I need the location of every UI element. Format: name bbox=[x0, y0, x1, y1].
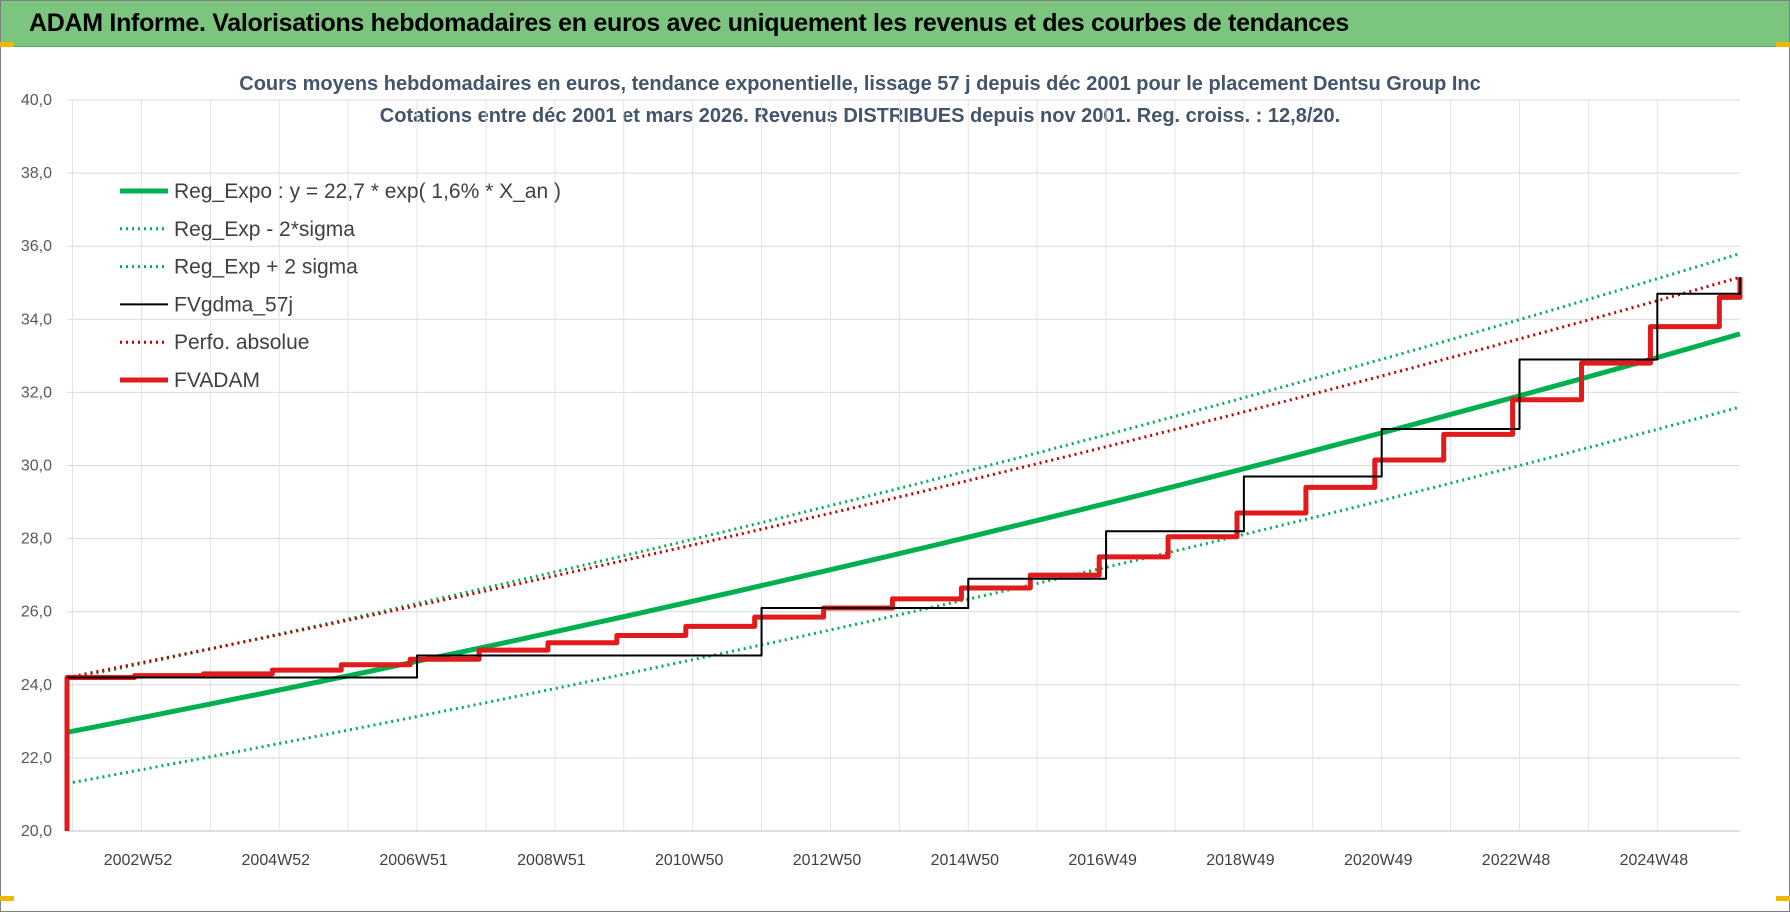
legend-label: Perfo. absolue bbox=[174, 331, 309, 354]
series-fvadam-line bbox=[64, 277, 1743, 831]
report-banner: ADAM Informe. Valorisations hebdomadaire… bbox=[1, 1, 1789, 47]
series-fvgdma-57j-line bbox=[67, 277, 1741, 679]
y-tick-label: 40,0 bbox=[21, 92, 52, 109]
y-tick-label: 22,0 bbox=[21, 750, 52, 767]
chart-legend: Reg_Expo : y = 22,7 * exp( 1,6% * X_an )… bbox=[120, 180, 561, 392]
series-reg-expo-line bbox=[66, 331, 1741, 735]
y-tick-label: 32,0 bbox=[21, 384, 52, 401]
x-tick-label: 2020W49 bbox=[1344, 852, 1413, 869]
x-tick-label: 2012W50 bbox=[793, 852, 862, 869]
resize-handle-bottom-left[interactable] bbox=[0, 896, 14, 901]
x-tick-label: 2004W52 bbox=[242, 852, 311, 869]
chart-title: Cours moyens hebdomadaires en euros, ten… bbox=[239, 73, 1481, 95]
legend-label: Reg_Exp - 2*sigma bbox=[174, 218, 355, 241]
x-tick-label: 2022W48 bbox=[1482, 852, 1551, 869]
y-tick-label: 34,0 bbox=[21, 311, 52, 328]
y-tick-label: 28,0 bbox=[21, 531, 52, 548]
legend-label: Reg_Expo : y = 22,7 * exp( 1,6% * X_an ) bbox=[174, 180, 561, 203]
y-tick-label: 20,0 bbox=[21, 823, 52, 840]
x-tick-label: 2010W50 bbox=[655, 852, 724, 869]
series-reg-exp-plus-2-sigma-line bbox=[66, 252, 1741, 681]
legend-label: Reg_Exp + 2 sigma bbox=[174, 256, 358, 279]
x-tick-label: 2002W52 bbox=[104, 852, 173, 869]
y-tick-label: 30,0 bbox=[21, 458, 52, 475]
x-tick-label: 2016W49 bbox=[1068, 852, 1137, 869]
legend-label: FVgdma_57j bbox=[174, 293, 293, 316]
series-perfo-absolue-line bbox=[66, 275, 1741, 679]
x-tick-label: 2018W49 bbox=[1206, 852, 1275, 869]
x-tick-label: 2014W50 bbox=[931, 852, 1000, 869]
y-tick-label: 36,0 bbox=[21, 238, 52, 255]
legend-label: FVADAM bbox=[174, 369, 260, 392]
y-tick-label: 38,0 bbox=[21, 165, 52, 182]
series-reg-exp-minus-2-sigma-line bbox=[66, 405, 1741, 785]
resize-handle-bottom-right[interactable] bbox=[1776, 896, 1790, 901]
resize-handle-top-right[interactable] bbox=[1776, 42, 1790, 47]
x-tick-label: 2006W51 bbox=[379, 852, 448, 869]
x-tick-label: 2024W48 bbox=[1620, 852, 1689, 869]
y-tick-label: 26,0 bbox=[21, 604, 52, 621]
x-tick-label: 2008W51 bbox=[517, 852, 586, 869]
y-tick-label: 24,0 bbox=[21, 677, 52, 694]
chart-subtitle: Cotations entre déc 2001 et mars 2026. R… bbox=[379, 105, 1341, 127]
report-title: ADAM Informe. Valorisations hebdomadaire… bbox=[29, 9, 1350, 37]
resize-handle-top-left[interactable] bbox=[0, 42, 14, 47]
